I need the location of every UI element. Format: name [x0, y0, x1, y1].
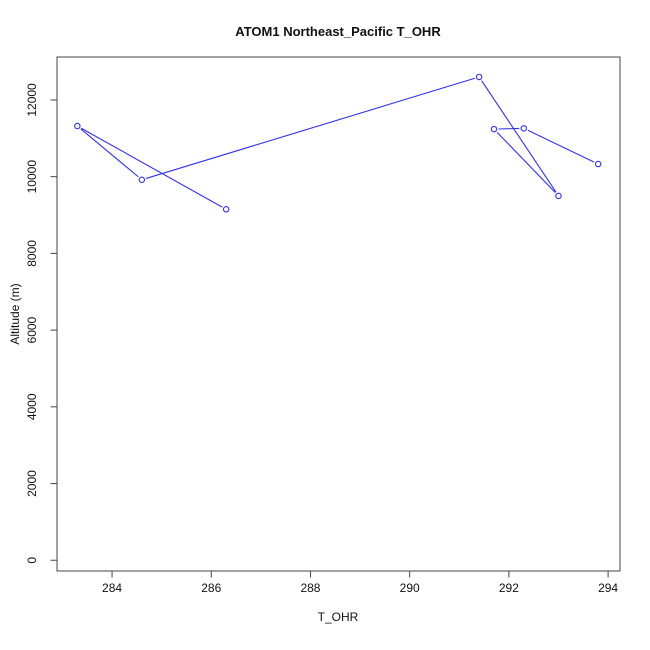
y-tick-label: 0 — [25, 557, 39, 564]
series-line-segment — [481, 80, 557, 193]
y-tick-label: 12000 — [25, 83, 39, 117]
series-line-segment — [498, 127, 520, 130]
y-tick-label: 4000 — [25, 393, 39, 420]
data-point-marker — [74, 122, 81, 130]
series-line-segment — [80, 127, 223, 208]
y-tick-label: 6000 — [25, 316, 39, 343]
data-point-marker — [222, 206, 230, 213]
plot-area: 284 286 288 290 292 294 0 2000 4000 6000 8000 10000… — [25, 56, 621, 595]
y-tick-label: 10000 — [25, 160, 39, 194]
y-tick-label: 8000 — [25, 240, 39, 267]
series-line-segment — [527, 129, 595, 163]
x-tick-label: 284 — [102, 581, 122, 595]
series-line-segment — [145, 77, 475, 179]
y-tick-label: 2000 — [25, 470, 39, 497]
y-axis-title: Altitude (m) — [8, 283, 22, 344]
data-point-marker — [594, 160, 602, 168]
data-point-marker — [475, 73, 483, 81]
chart-title: ATOM1 Northeast_Pacific T_OHR — [235, 24, 441, 39]
x-tick-label: 290 — [400, 581, 420, 595]
series-line-segment — [496, 131, 556, 194]
x-tick-label: 286 — [201, 581, 221, 595]
plot-frame — [56, 56, 621, 572]
x-axis-title: T_OHR — [318, 610, 359, 624]
x-tick-label: 292 — [499, 581, 519, 595]
data-point-marker — [138, 176, 146, 183]
x-tick-label: 288 — [300, 581, 320, 595]
series-line-segment — [80, 128, 139, 178]
data-point-marker — [555, 192, 562, 200]
data-point-marker — [490, 125, 498, 133]
x-tick-label: 294 — [598, 581, 618, 595]
data-point-marker — [520, 125, 528, 132]
